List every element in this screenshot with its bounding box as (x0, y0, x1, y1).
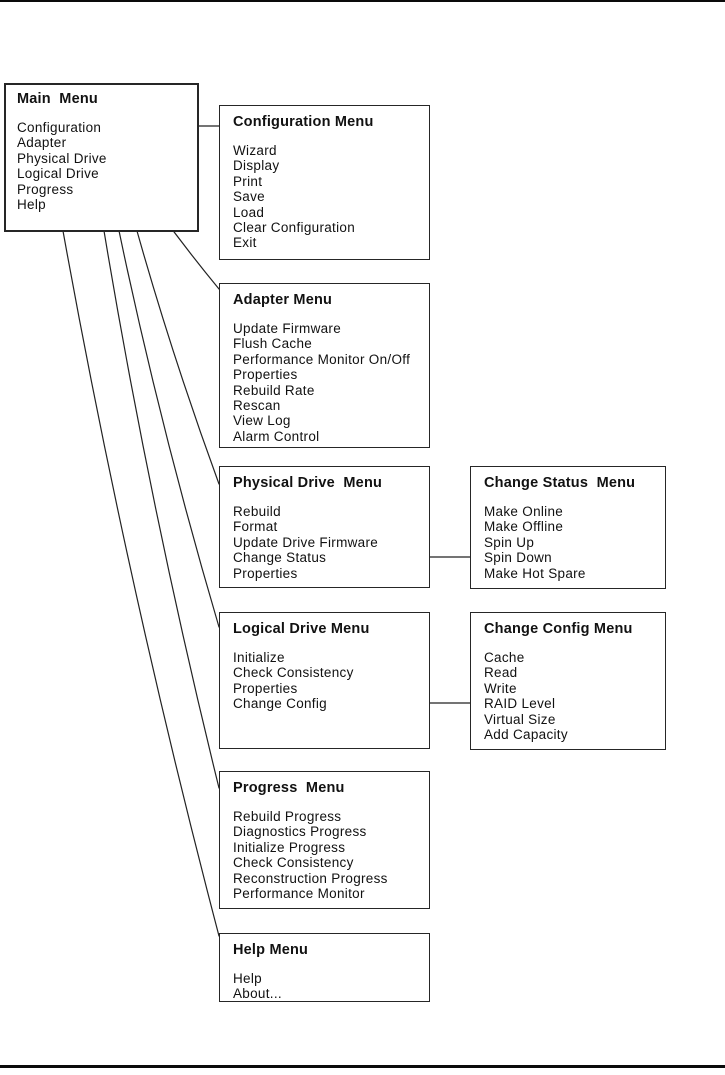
logical-drive-menu-item-initialize: Initialize (233, 650, 285, 665)
main-menu-box: Main Menu Configuration Adapter Physical… (4, 83, 199, 232)
progress-menu-item-check-consistency: Check Consistency (233, 855, 354, 871)
change-status-menu-item-spin-up: Spin Up (484, 534, 535, 550)
progress-menu-item-performance-monitor: Performance Monitor (233, 886, 365, 902)
main-menu-items: Configuration Adapter Physical Drive Log… (17, 120, 191, 212)
logical-drive-menu-title: Logical Drive Menu (233, 621, 370, 637)
change-config-menu-title: Change Config Menu (484, 621, 633, 637)
change-status-menu-box: Change Status Menu Make Online Make Offl… (470, 466, 666, 589)
help-menu-item-about: About... (233, 986, 282, 1002)
change-config-menu-box: Change Config Menu Cache Read Write RAID… (470, 612, 666, 750)
change-status-menu-item-make-online: Make Online (484, 504, 564, 519)
progress-menu-title: Progress Menu (233, 780, 345, 796)
configuration-menu-box: Configuration Menu Wizard Display Print … (219, 105, 430, 260)
change-status-menu-title: Change Status Menu (484, 475, 636, 491)
change-status-menu-items: Make Online Make Offline Spin Up Spin Do… (484, 504, 659, 581)
configuration-menu-item-wizard: Wizard (233, 143, 277, 158)
main-menu-item-help: Help (17, 197, 46, 213)
top-page-rule (0, 0, 725, 2)
logical-drive-menu-item-change-config: Change Config (233, 696, 327, 712)
configuration-menu-item-print: Print (233, 173, 263, 189)
adapter-menu-item-flush-cache: Flush Cache (233, 336, 313, 352)
progress-menu-box: Progress Menu Rebuild Progress Diagnosti… (219, 771, 430, 909)
main-menu-item-physical-drive: Physical Drive (17, 150, 107, 166)
adapter-menu-box: Adapter Menu Update Firmware Flush Cache… (219, 283, 430, 448)
connector-help (57, 202, 220, 937)
physical-drive-menu-items: Rebuild Format Update Drive Firmware Cha… (233, 504, 423, 581)
help-menu-title: Help Menu (233, 942, 309, 958)
physical-drive-menu-item-format: Format (233, 519, 278, 535)
progress-menu-item-initialize-progress: Initialize Progress (233, 839, 346, 855)
configuration-menu-item-exit: Exit (233, 235, 257, 251)
bottom-page-rule (0, 1065, 725, 1068)
help-menu-box: Help Menu Help About... (219, 933, 430, 1002)
progress-menu-item-diagnostics-progress: Diagnostics Progress (233, 824, 367, 840)
change-config-menu-item-virtual-size: Virtual Size (484, 711, 556, 727)
adapter-menu-item-alarm-control: Alarm Control (233, 428, 320, 444)
physical-drive-menu-item-update-drive-firmware: Update Drive Firmware (233, 534, 379, 550)
change-status-menu-item-make-offline: Make Offline (484, 519, 564, 535)
physical-drive-menu-item-properties: Properties (233, 565, 298, 581)
change-config-menu-item-raid-level: RAID Level (484, 696, 556, 712)
main-menu-title: Main Menu (17, 91, 98, 107)
change-config-menu-item-write: Write (484, 680, 517, 696)
progress-menu-item-reconstruction-progress: Reconstruction Progress (233, 870, 388, 886)
progress-menu-item-rebuild-progress: Rebuild Progress (233, 809, 342, 824)
adapter-menu-title: Adapter Menu (233, 292, 333, 308)
physical-drive-menu-item-change-status: Change Status (233, 550, 327, 566)
configuration-menu-item-load: Load (233, 204, 265, 220)
main-menu-item-configuration: Configuration (17, 120, 102, 135)
change-config-menu-items: Cache Read Write RAID Level Virtual Size… (484, 650, 659, 742)
configuration-menu-items: Wizard Display Print Save Load Clear Con… (233, 143, 423, 251)
connector-progress (96, 187, 220, 789)
change-config-menu-item-add-capacity: Add Capacity (484, 727, 568, 743)
connector-logical-drive (106, 171, 220, 628)
logical-drive-menu-box: Logical Drive Menu Initialize Check Cons… (219, 612, 430, 749)
configuration-menu-item-clear-configuration: Clear Configuration (233, 220, 356, 236)
change-status-menu-item-make-hot-spare: Make Hot Spare (484, 565, 586, 581)
physical-drive-menu-title: Physical Drive Menu (233, 475, 383, 491)
configuration-menu-item-display: Display (233, 158, 280, 174)
configuration-menu-title: Configuration Menu (233, 114, 374, 130)
adapter-menu-items: Update Firmware Flush Cache Performance … (233, 321, 423, 444)
change-config-menu-item-cache: Cache (484, 650, 525, 665)
main-menu-item-logical-drive: Logical Drive (17, 166, 99, 182)
adapter-menu-item-properties: Properties (233, 367, 298, 383)
adapter-menu-item-view-log: View Log (233, 413, 291, 429)
logical-drive-menu-item-check-consistency: Check Consistency (233, 665, 354, 681)
logical-drive-menu-item-properties: Properties (233, 680, 298, 696)
adapter-menu-item-rescan: Rescan (233, 398, 281, 414)
main-menu-item-adapter: Adapter (17, 135, 67, 151)
adapter-menu-item-performance-monitor-on-off: Performance Monitor On/Off (233, 351, 411, 367)
configuration-menu-item-save: Save (233, 189, 265, 205)
help-menu-item-help: Help (233, 971, 262, 986)
change-config-menu-item-read: Read (484, 665, 518, 681)
progress-menu-items: Rebuild Progress Diagnostics Progress In… (233, 809, 423, 901)
logical-drive-menu-items: Initialize Check Consistency Properties … (233, 650, 423, 712)
physical-drive-menu-box: Physical Drive Menu Rebuild Format Updat… (219, 466, 430, 588)
physical-drive-menu-item-rebuild: Rebuild (233, 504, 281, 519)
adapter-menu-item-update-firmware: Update Firmware (233, 321, 342, 336)
help-menu-items: Help About... (233, 971, 423, 1002)
adapter-menu-item-rebuild-rate: Rebuild Rate (233, 382, 315, 398)
change-status-menu-item-spin-down: Spin Down (484, 550, 552, 566)
main-menu-item-progress: Progress (17, 181, 74, 197)
